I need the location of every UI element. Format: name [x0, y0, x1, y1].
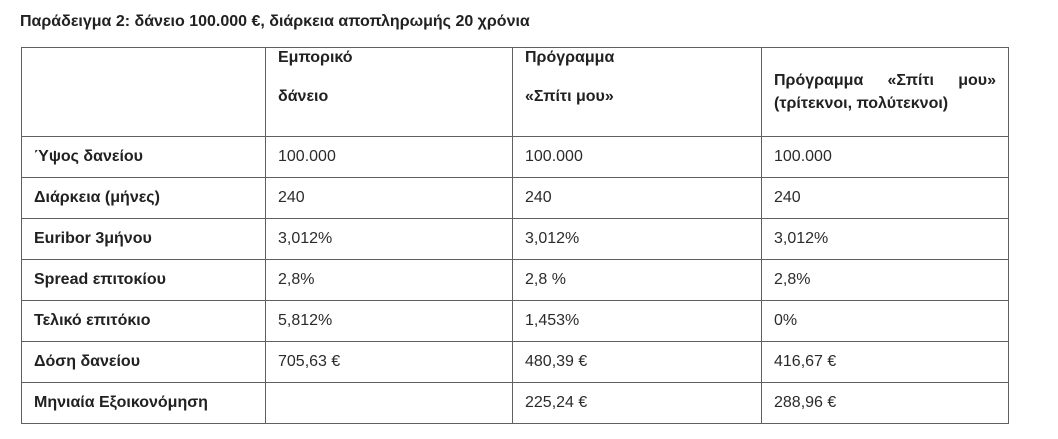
value-cell: 2,8% — [761, 259, 1009, 301]
row-label: Ύψος δανείου — [21, 136, 266, 178]
value-cell: 240 — [761, 177, 1009, 219]
row-label: Spread επιτοκίου — [21, 259, 266, 301]
value-cell: 2,8% — [265, 259, 513, 301]
value-cell: 100.000 — [265, 136, 513, 178]
loan-comparison-table: Εμπορικό δάνειο Πρόγραμμα «Σπίτι μου» Πρ… — [21, 47, 1009, 424]
value-cell: 0% — [761, 300, 1009, 342]
value-cell: 240 — [265, 177, 513, 219]
table-row-monthly-savings: Μηνιαία Εξοικονόμηση 225,24 € 288,96 € — [21, 382, 1009, 424]
value-cell — [265, 382, 513, 424]
col-header-line: «Σπίτι μου» — [525, 88, 614, 105]
table-row-spread: Spread επιτοκίου 2,8% 2,8 % 2,8% — [21, 259, 1009, 301]
col-header-line: Πρόγραμμα — [525, 49, 615, 66]
value-cell: 240 — [512, 177, 762, 219]
value-cell: 3,012% — [761, 218, 1009, 260]
value-cell: 3,012% — [265, 218, 513, 260]
col-header-spiti-mou-large-families: Πρόγραμμα «Σπίτι μου» (τρίτεκνοι, πολύτε… — [761, 47, 1009, 137]
row-label: Τελικό επιτόκιο — [21, 300, 266, 342]
value-cell: 5,812% — [265, 300, 513, 342]
col-header-line: δάνειο — [278, 88, 329, 105]
col-header-commercial-loan: Εμπορικό δάνειο — [265, 47, 513, 137]
value-cell: 2,8 % — [512, 259, 762, 301]
row-label: Μηνιαία Εξοικονόμηση — [21, 382, 266, 424]
value-cell: 480,39 € — [512, 341, 762, 383]
value-cell: 288,96 € — [761, 382, 1009, 424]
row-label: Euribor 3μήνου — [21, 218, 266, 260]
value-cell: 1,453% — [512, 300, 762, 342]
page-title: Παράδειγμα 2: δάνειο 100.000 €, διάρκεια… — [20, 13, 530, 30]
row-label: Διάρκεια (μήνες) — [21, 177, 266, 219]
corner-cell — [21, 47, 266, 137]
table-row-euribor-3m: Euribor 3μήνου 3,012% 3,012% 3,012% — [21, 218, 1009, 260]
row-label: Δόση δανείου — [21, 341, 266, 383]
value-cell: 100.000 — [761, 136, 1009, 178]
table-row-installment: Δόση δανείου 705,63 € 480,39 € 416,67 € — [21, 341, 1009, 383]
col-header-line: Εμπορικό — [278, 49, 353, 66]
value-cell: 225,24 € — [512, 382, 762, 424]
table-row-final-rate: Τελικό επιτόκιο 5,812% 1,453% 0% — [21, 300, 1009, 342]
table-row-loan-amount: Ύψος δανείου 100.000 100.000 100.000 — [21, 136, 1009, 178]
col-header-spiti-mou: Πρόγραμμα «Σπίτι μου» — [512, 47, 762, 137]
value-cell: 3,012% — [512, 218, 762, 260]
header-row: Εμπορικό δάνειο Πρόγραμμα «Σπίτι μου» Πρ… — [21, 47, 1009, 137]
table-row-duration-months: Διάρκεια (μήνες) 240 240 240 — [21, 177, 1009, 219]
value-cell: 100.000 — [512, 136, 762, 178]
value-cell: 416,67 € — [761, 341, 1009, 383]
value-cell: 705,63 € — [265, 341, 513, 383]
